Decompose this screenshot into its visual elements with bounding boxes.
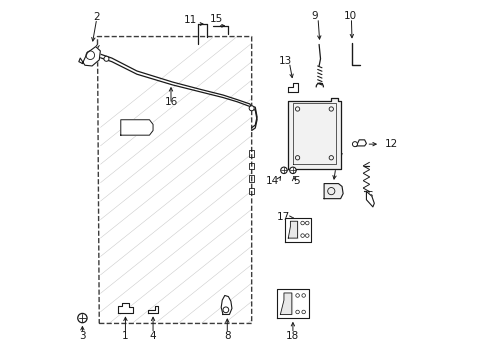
Text: 16: 16 [164,97,177,107]
Text: 14: 14 [265,176,279,186]
Text: 15: 15 [209,14,223,24]
Text: 17: 17 [276,212,289,221]
Circle shape [223,307,228,313]
Text: 9: 9 [310,11,317,21]
Circle shape [104,56,109,61]
Polygon shape [280,293,291,315]
Polygon shape [287,98,341,169]
Polygon shape [366,192,373,207]
Polygon shape [356,140,366,146]
Circle shape [78,314,87,323]
Polygon shape [276,289,308,318]
Text: 12: 12 [384,139,398,149]
Text: 18: 18 [285,331,299,341]
Text: 2: 2 [93,12,100,22]
Circle shape [352,141,357,147]
Polygon shape [324,184,343,199]
Polygon shape [287,221,297,238]
Circle shape [249,106,254,111]
Circle shape [280,167,286,174]
Polygon shape [118,303,132,313]
Polygon shape [284,218,310,242]
Bar [249,163,254,169]
Text: 8: 8 [224,331,230,341]
Text: 5: 5 [293,176,299,186]
Text: 11: 11 [183,15,196,26]
Text: 10: 10 [343,11,356,21]
Polygon shape [79,46,100,66]
Circle shape [289,167,296,174]
Polygon shape [221,296,231,315]
Text: 4: 4 [149,331,156,341]
Text: 6: 6 [365,191,372,201]
Polygon shape [121,120,153,135]
Bar [249,175,254,182]
Polygon shape [287,83,298,92]
Bar [249,150,254,157]
Polygon shape [148,306,158,313]
Text: 13: 13 [278,56,291,66]
Text: 3: 3 [79,331,85,341]
Bar [249,188,254,194]
Text: 1: 1 [122,331,128,341]
Text: 7: 7 [336,153,342,163]
